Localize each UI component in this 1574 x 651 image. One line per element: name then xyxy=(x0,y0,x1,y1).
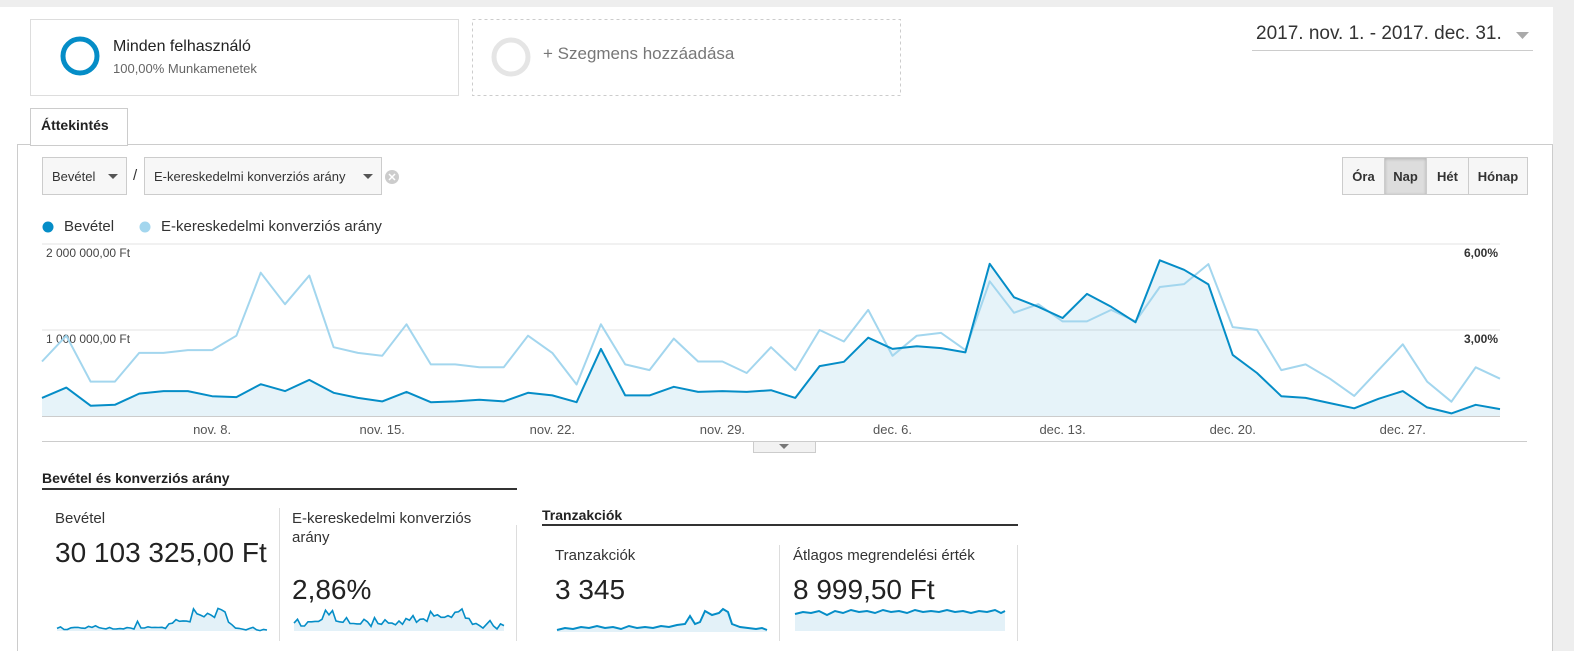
card-value: 30 103 325,00 Ft xyxy=(55,537,267,568)
sparkline xyxy=(293,607,505,631)
metric-label: Bevétel xyxy=(52,169,96,184)
add-segment[interactable]: + Szegmens hozzáadása xyxy=(543,44,735,63)
x-tick-label: nov. 22. xyxy=(530,422,575,437)
x-tick-label: nov. 8. xyxy=(193,422,231,437)
x-tick-label: nov. 29. xyxy=(700,422,745,437)
remove-icon xyxy=(388,173,396,181)
dropdown-arrow xyxy=(108,174,118,179)
section-title: Bevétel és konverziós arány xyxy=(42,470,230,486)
metric-label: E-kereskedelmi konverziós arány xyxy=(154,169,346,184)
legend-dot xyxy=(42,221,54,233)
series-line xyxy=(41,263,1501,403)
x-tick-label: dec. 20. xyxy=(1210,422,1256,437)
date-arrow[interactable] xyxy=(1516,32,1529,39)
series-line xyxy=(41,259,1501,415)
sparkline xyxy=(556,607,768,631)
date-range[interactable]: 2017. nov. 1. - 2017. dec. 31. xyxy=(1256,23,1502,44)
legend-dot xyxy=(139,221,151,233)
segment-name: Minden felhasználó xyxy=(113,38,251,55)
card-label: Bevétel xyxy=(55,510,106,527)
sparkline-area xyxy=(795,610,1005,631)
x-tick-label: dec. 13. xyxy=(1039,422,1085,437)
legend-label: E-kereskedelmi konverziós arány xyxy=(161,218,382,235)
sparkline xyxy=(794,608,1006,617)
x-tick-label: dec. 6. xyxy=(873,422,912,437)
series-area xyxy=(42,260,1500,416)
card-label: Átlagos megrendelési érték xyxy=(793,547,975,564)
y2-tick-label: 3,00% xyxy=(1464,332,1498,346)
metric-separator: / xyxy=(133,167,138,184)
card-value: 8 999,50 Ft xyxy=(793,574,935,605)
card-value: 3 345 xyxy=(555,574,626,605)
segment-card[interactable] xyxy=(30,19,459,96)
y2-tick-label: 6,00% xyxy=(1464,246,1498,260)
sparkline xyxy=(56,607,268,632)
right-strip xyxy=(1553,0,1574,651)
top-strip xyxy=(0,0,1574,7)
sparkline-area xyxy=(294,608,504,631)
legend-label: Bevétel xyxy=(64,218,115,235)
segment-donut xyxy=(60,36,100,76)
sparkline-area xyxy=(57,608,267,631)
dropdown-arrow xyxy=(363,174,373,179)
x-tick-label: nov. 15. xyxy=(360,422,405,437)
section-title: Tranzakciók xyxy=(542,507,623,523)
tab[interactable] xyxy=(30,108,128,146)
card-value: 2,86% xyxy=(292,574,372,605)
metric-dropdown[interactable] xyxy=(144,157,382,195)
segment-donut-empty xyxy=(491,37,531,77)
card-label: E-kereskedelmi konverziós arány xyxy=(292,510,472,546)
y-tick-label: 2 000 000,00 Ft xyxy=(46,246,131,260)
x-tick-label: dec. 27. xyxy=(1380,422,1426,437)
granularity-button[interactable]: Nap xyxy=(1384,157,1427,195)
segment-detail: 100,00% Munkamenetek xyxy=(113,61,257,76)
collapse-arrow xyxy=(779,444,789,449)
tab-label[interactable]: Áttekintés xyxy=(41,117,109,133)
card-label: Tranzakciók xyxy=(555,547,636,564)
granularity-button[interactable]: Hónap xyxy=(1468,157,1528,195)
add-segment-card[interactable] xyxy=(472,19,901,96)
granularity-button[interactable]: Óra xyxy=(1342,157,1385,195)
granularity-button[interactable]: Hét xyxy=(1426,157,1469,195)
